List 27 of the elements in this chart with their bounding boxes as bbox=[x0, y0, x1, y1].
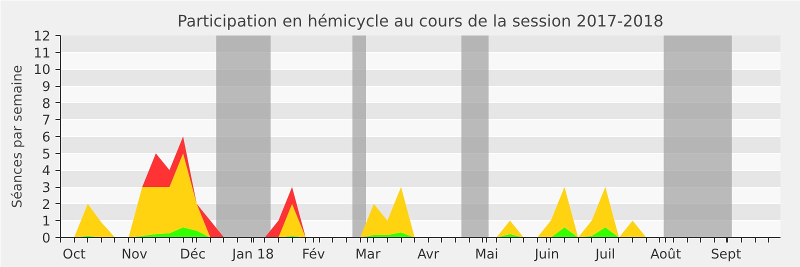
chart-title: Participation en hémicycle au cours de la session 2017-2018 bbox=[177, 12, 664, 30]
y-tick-label: 7 bbox=[42, 114, 51, 129]
x-tick-label: Nov bbox=[121, 248, 148, 262]
y-tick-label: 10 bbox=[34, 63, 51, 78]
x-tick-label: Juil bbox=[594, 248, 616, 262]
y-tick-label: 2 bbox=[42, 198, 51, 213]
x-tick-label: Mai bbox=[474, 248, 498, 262]
y-tick-label: 9 bbox=[42, 80, 51, 95]
y-tick-label: 0 bbox=[42, 232, 51, 246]
y-tick-label: 3 bbox=[42, 181, 51, 196]
x-tick-label: Août bbox=[650, 248, 682, 262]
y-tick-label: 1 bbox=[42, 214, 51, 230]
y-tick-label: 6 bbox=[42, 130, 51, 146]
y-tick-label: 5 bbox=[42, 147, 51, 162]
y-axis-title: Séances par semaine bbox=[10, 65, 26, 208]
y-tick-label: 8 bbox=[42, 96, 51, 112]
x-tick-label: Fév bbox=[302, 248, 326, 262]
x-tick-label: Oct bbox=[62, 248, 86, 262]
x-tick-label: Déc bbox=[180, 248, 206, 262]
x-tick-label: Juin bbox=[534, 248, 560, 262]
y-tick-label: 4 bbox=[42, 164, 51, 180]
x-tick-label: Sept bbox=[710, 248, 742, 262]
x-tick-label: Avr bbox=[417, 248, 440, 262]
x-tick-label: Mar bbox=[355, 248, 382, 262]
y-tick-label: 11 bbox=[34, 46, 51, 62]
x-tick-label: Jan 18 bbox=[231, 248, 274, 262]
y-tick-label: 12 bbox=[34, 30, 51, 44]
